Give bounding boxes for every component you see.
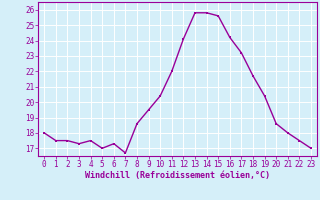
X-axis label: Windchill (Refroidissement éolien,°C): Windchill (Refroidissement éolien,°C) xyxy=(85,171,270,180)
